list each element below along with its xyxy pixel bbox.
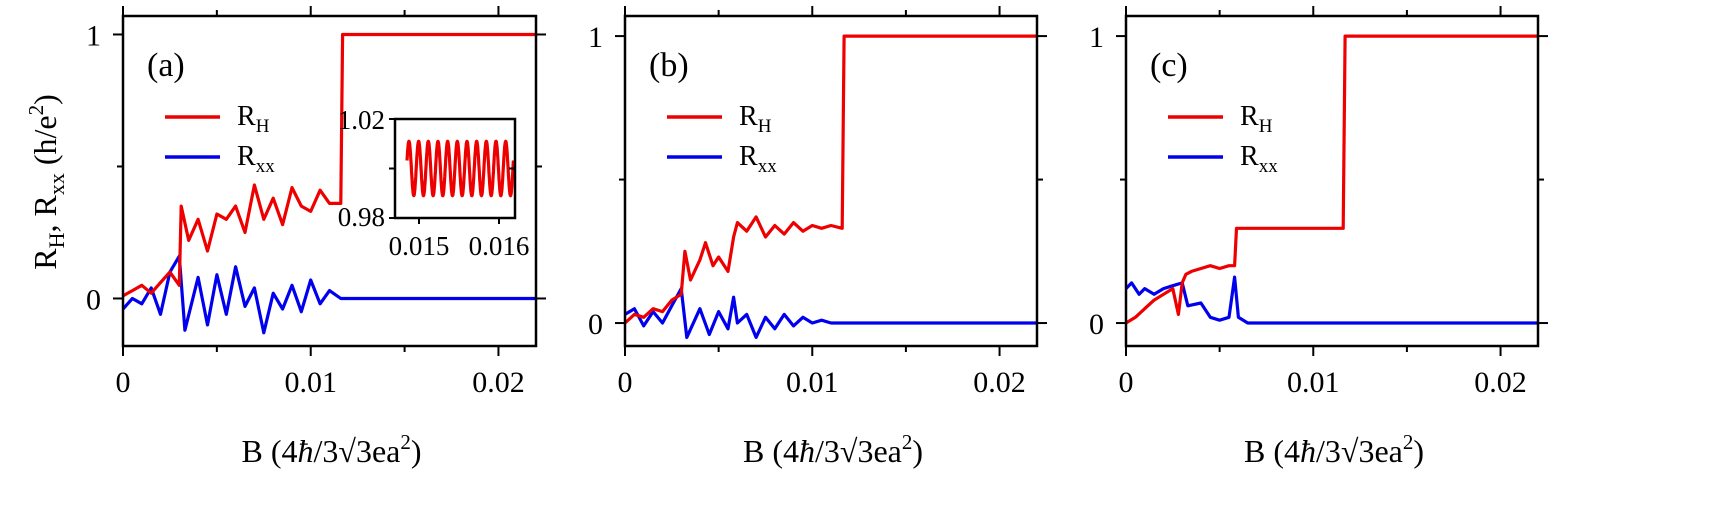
x-axis-title: B (4ħ/3√3ea2)	[241, 430, 421, 469]
inset: 1.02 0.980.015 0.016	[338, 105, 530, 261]
y-tick-label: 1	[1089, 21, 1104, 54]
x-tick-label: 0.02	[1474, 366, 1527, 399]
inset-y-tick-label: 0.98	[338, 202, 385, 232]
legend-label-rh: RH	[237, 101, 270, 137]
inset-x-tick-label: 0.015	[389, 231, 450, 261]
x-tick-label: 0.01	[284, 366, 337, 399]
series-line-rh	[625, 34, 1037, 325]
inset-y-tick-label: 1.02	[338, 105, 385, 135]
y-tick-label: 1	[588, 21, 603, 54]
panel-b: 0 0.01 0.02 0 1 (b) RH Rxx B (4ħ/3√3ea2)	[588, 6, 1047, 469]
series-line-rxx	[625, 287, 1037, 339]
legend-label-rxx: Rxx	[739, 141, 777, 177]
x-tick-label: 0.01	[786, 366, 839, 399]
legend-label-rxx: Rxx	[237, 141, 275, 177]
legend-label-rh: RH	[739, 101, 772, 137]
series-line-rh	[123, 32, 536, 298]
y-tick-label: 1	[86, 19, 101, 52]
series-line-rxx	[123, 254, 536, 335]
x-axis-title: B (4ħ/3√3ea2)	[1244, 430, 1424, 469]
panel-label: (b)	[649, 47, 689, 84]
y-tick-label: 0	[86, 283, 101, 316]
legend-label-rh: RH	[1240, 101, 1273, 137]
x-tick-label: 0	[618, 366, 633, 399]
x-tick-label: 0	[116, 366, 131, 399]
inset-series-line-rh	[405, 139, 515, 198]
x-tick-label: 0.02	[973, 366, 1026, 399]
x-tick-label: 0.02	[472, 366, 525, 399]
series-line-rxx	[1126, 275, 1538, 325]
y-tick-label: 0	[1089, 308, 1104, 341]
plot-frame	[1124, 14, 1540, 348]
x-tick-label: 0	[1119, 366, 1134, 399]
series-line-rh	[1126, 34, 1538, 325]
panel-c: 0 0.01 0.02 0 1 (c) RH Rxx B (4ħ/3√3ea2)	[1089, 6, 1548, 469]
panel-label: (a)	[147, 47, 185, 84]
x-tick-label: 0.01	[1287, 366, 1340, 399]
inset-x-tick-label: 0.016	[469, 231, 530, 261]
y-tick-label: 0	[588, 308, 603, 341]
panel-a: 0 0.01 0.02 0 1 (a) RH Rxx B (4ħ/3√3ea2) 1.02 0.98…	[86, 6, 546, 469]
y-axis-title: RH, Rxx (h/e2)	[24, 94, 69, 269]
legend-label-rxx: Rxx	[1240, 141, 1278, 177]
plot-frame	[623, 14, 1039, 348]
plot-frame	[121, 14, 538, 348]
panel-label: (c)	[1150, 47, 1188, 84]
x-axis-title: B (4ħ/3√3ea2)	[743, 430, 923, 469]
